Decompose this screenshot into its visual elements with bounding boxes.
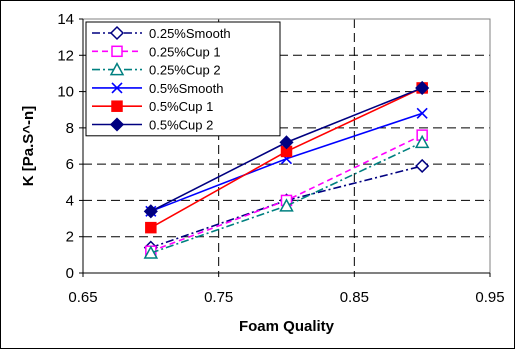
legend-label: 0.5%Cup 2: [149, 118, 213, 133]
legend-entry: 0.5%Smooth: [92, 81, 223, 96]
series-3: [143, 134, 430, 259]
legend-label: 0.5%Cup 1: [149, 99, 213, 114]
data-point: [279, 198, 294, 212]
data-point: [111, 100, 123, 112]
series-6: [143, 80, 430, 219]
data-point: [109, 25, 125, 41]
legend-entry: 0.5%Cup 2: [92, 117, 213, 133]
data-point: [415, 158, 430, 174]
data-point: [279, 135, 294, 150]
data-point: [414, 134, 430, 149]
legend-entry: 0.25%Smooth: [92, 25, 231, 41]
x-tick-label: 0.95: [475, 289, 504, 306]
data-point: [111, 82, 123, 94]
data-point: [143, 204, 158, 219]
legend-entry: 0.25%Cup 2: [92, 62, 221, 78]
series-line: [150, 141, 423, 254]
x-tick-label: 0.75: [204, 289, 233, 306]
data-point: [415, 80, 430, 96]
legend-label: 0.5%Smooth: [149, 81, 223, 96]
legend-label: 0.25%Cup 2: [149, 63, 221, 78]
y-tick-label: 12: [57, 47, 74, 64]
data-point: [143, 245, 159, 259]
series-line: [150, 165, 423, 249]
data-point: [109, 62, 125, 76]
legend-label: 0.25%Smooth: [149, 26, 231, 41]
axes: 0 2 4 6 8 10 12 14 0.65 0.75 0.85 0.95: [57, 11, 504, 306]
x-tick-label: 0.85: [340, 289, 369, 306]
data-point: [109, 117, 125, 132]
legend-box: [85, 21, 281, 137]
y-tick-label: 10: [57, 84, 74, 101]
data-point: [145, 221, 157, 234]
y-tick-label: 2: [66, 229, 74, 246]
legend-entry: 0.25%Cup 1: [92, 44, 221, 59]
y-tick-label: 0: [66, 265, 74, 282]
x-tick-label: 0.65: [68, 289, 97, 306]
y-tick-label: 4: [66, 192, 74, 209]
y-tick-label: 14: [57, 11, 74, 28]
y-tick-label: 8: [66, 120, 74, 137]
data-point: [416, 107, 428, 119]
legend: 0.25%Smooth 0.25%Cup 1 0.25%Cup 2 0.5%Smoot…: [85, 21, 281, 137]
data-point: [111, 45, 123, 58]
legend-label: 0.25%Cup 1: [149, 44, 221, 59]
legend-entry: 0.5%Cup 1: [92, 99, 213, 114]
y-tick-label: 6: [66, 156, 74, 173]
y-axis-title: K [Pa.S^-n]: [20, 106, 37, 186]
x-axis-title: Foam Quality: [239, 318, 335, 335]
series-layer: [143, 80, 430, 259]
